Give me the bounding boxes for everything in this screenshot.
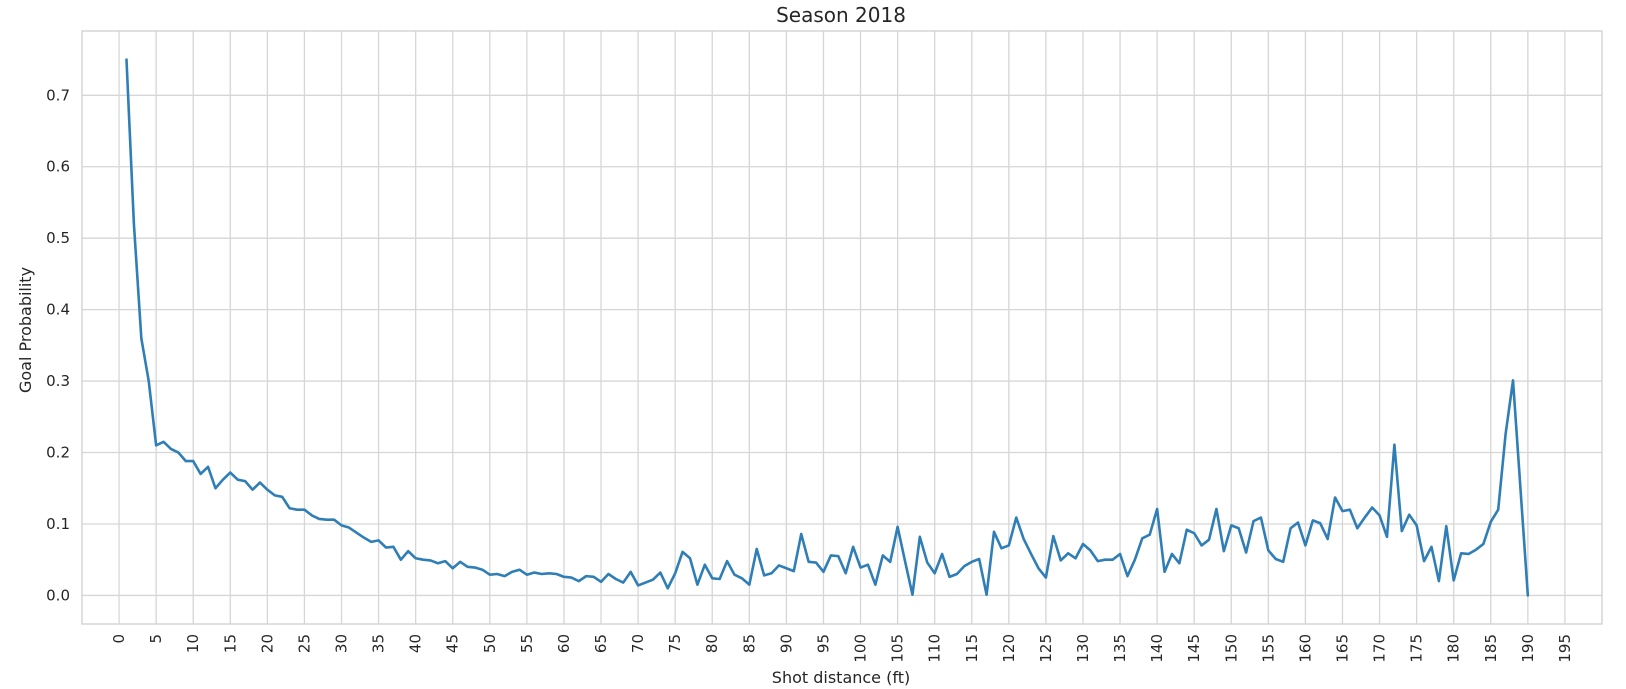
x-tick-label: 190 — [1519, 634, 1537, 663]
plot-frame — [81, 30, 1603, 625]
x-tick-label: 145 — [1185, 634, 1203, 663]
x-tick-label: 170 — [1371, 634, 1389, 663]
y-tick-label: 0.4 — [46, 301, 70, 319]
chart-title: Season 2018 — [776, 3, 906, 27]
x-tick-label: 55 — [518, 634, 536, 653]
y-tick-label: 0.3 — [46, 372, 70, 390]
x-tick-label: 105 — [889, 634, 907, 663]
x-tick-label: 60 — [555, 634, 573, 653]
x-tick-label: 195 — [1556, 634, 1574, 663]
x-tick-label: 160 — [1296, 634, 1314, 663]
x-tick-label: 20 — [258, 634, 276, 653]
x-tick-label: 110 — [926, 634, 944, 663]
x-tick-label: 100 — [852, 634, 870, 663]
y-tick-label: 0.1 — [46, 515, 70, 533]
x-tick-label: 180 — [1445, 634, 1463, 663]
series-line — [125, 58, 1530, 597]
series-layer — [125, 58, 1530, 597]
x-tick-label: 135 — [1111, 634, 1129, 663]
x-tick-labels: 0 5 10 15 20 25 30 35 40 45 50 55 60 65 70 75 80 85 90 95 10… — [110, 634, 1574, 663]
x-tick-label: 40 — [407, 634, 425, 653]
x-tick-label: 30 — [333, 634, 351, 653]
x-tick-label: 15 — [221, 634, 239, 653]
y-tick-label: 0.5 — [46, 229, 70, 247]
x-tick-label: 150 — [1222, 634, 1240, 663]
x-tick-label: 90 — [777, 634, 795, 653]
x-tick-label: 155 — [1259, 634, 1277, 663]
y-tick-label: 0.0 — [46, 586, 70, 604]
x-tick-label: 70 — [629, 634, 647, 653]
x-tick-label: 45 — [444, 634, 462, 653]
x-tick-label: 140 — [1148, 634, 1166, 663]
x-tick-label: 95 — [814, 634, 832, 653]
x-tick-label: 125 — [1037, 634, 1055, 663]
y-axis-label: Goal Probability — [16, 267, 35, 393]
x-tick-label: 120 — [1000, 634, 1018, 663]
x-tick-label: 25 — [295, 634, 313, 653]
y-tick-labels: 0.0 0.1 0.2 0.3 0.4 0.5 0.6 0.7 — [46, 86, 70, 604]
y-tick-label: 0.2 — [46, 444, 70, 462]
x-tick-label: 85 — [740, 634, 758, 653]
x-tick-label: 130 — [1074, 634, 1092, 663]
x-tick-label: 115 — [963, 634, 981, 663]
x-tick-label: 185 — [1482, 634, 1500, 663]
x-axis-label: Shot distance (ft) — [772, 668, 910, 687]
x-tick-label: 5 — [147, 634, 165, 644]
x-tick-label: 10 — [184, 634, 202, 653]
x-tick-label: 165 — [1333, 634, 1351, 663]
y-tick-label: 0.7 — [46, 86, 70, 104]
y-tick-label: 0.6 — [46, 158, 70, 176]
x-tick-label: 65 — [592, 634, 610, 653]
x-tick-label: 50 — [481, 634, 499, 653]
x-tick-label: 175 — [1408, 634, 1426, 663]
x-tick-label: 75 — [666, 634, 684, 653]
x-tick-label: 35 — [370, 634, 388, 653]
x-tick-label: 0 — [110, 634, 128, 644]
x-tick-label: 80 — [703, 634, 721, 653]
